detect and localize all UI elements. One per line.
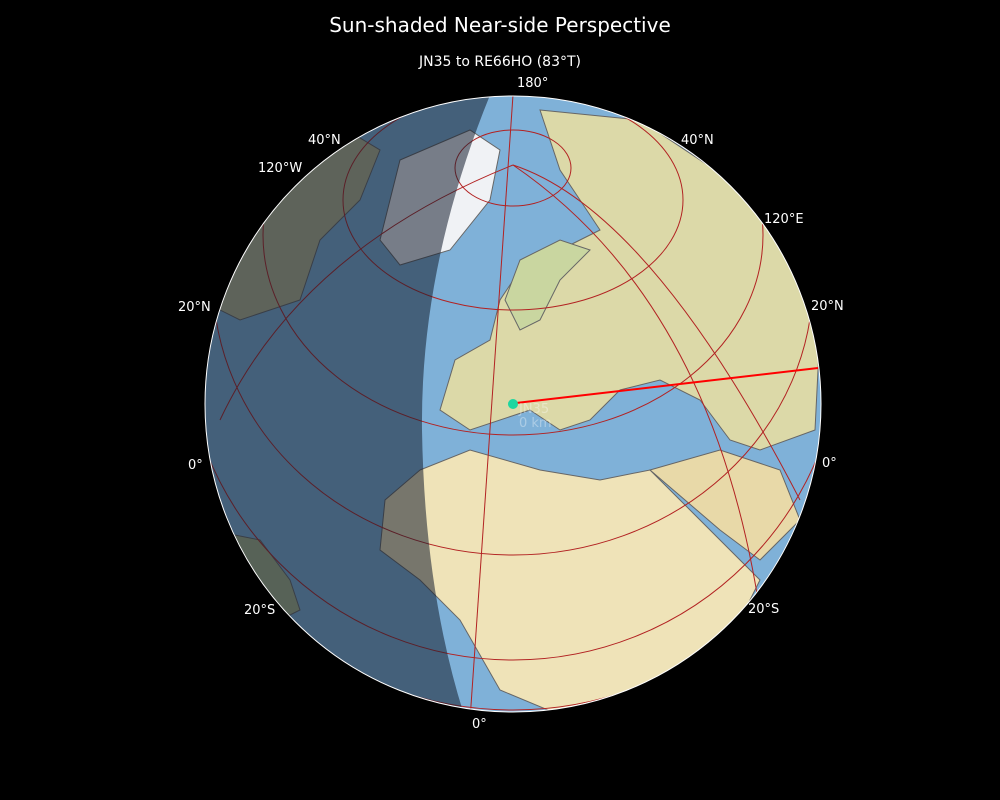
night-shading <box>205 96 505 712</box>
label-40n-left: 40°N <box>308 133 341 148</box>
label-20n-left: 20°N <box>178 300 211 315</box>
label-20n-right: 20°N <box>811 299 844 314</box>
land-scandinavia <box>504 239 591 331</box>
great-circle-path <box>515 367 819 404</box>
origin-distance: 0 km <box>519 416 552 431</box>
label-eq-left: 0° <box>188 458 203 473</box>
label-eq-right: 0° <box>822 456 837 471</box>
label-20s-right: 20°S <box>748 602 779 617</box>
label-20s-left: 20°S <box>244 603 275 618</box>
label-40n-right: 40°N <box>681 133 714 148</box>
map-subtitle: JN35 to RE66HO (83°T) <box>418 54 582 70</box>
map-title: Sun-shaded Near-side Perspective <box>329 13 671 37</box>
origin-label: JN35 <box>518 402 549 417</box>
label-top: 180° <box>517 76 548 91</box>
globe-outline <box>204 95 822 713</box>
label-bottom: 0° <box>472 717 487 732</box>
label-120w: 120°W <box>258 161 302 176</box>
label-120e: 120°E <box>764 212 804 227</box>
origin-marker[interactable] <box>508 399 518 409</box>
